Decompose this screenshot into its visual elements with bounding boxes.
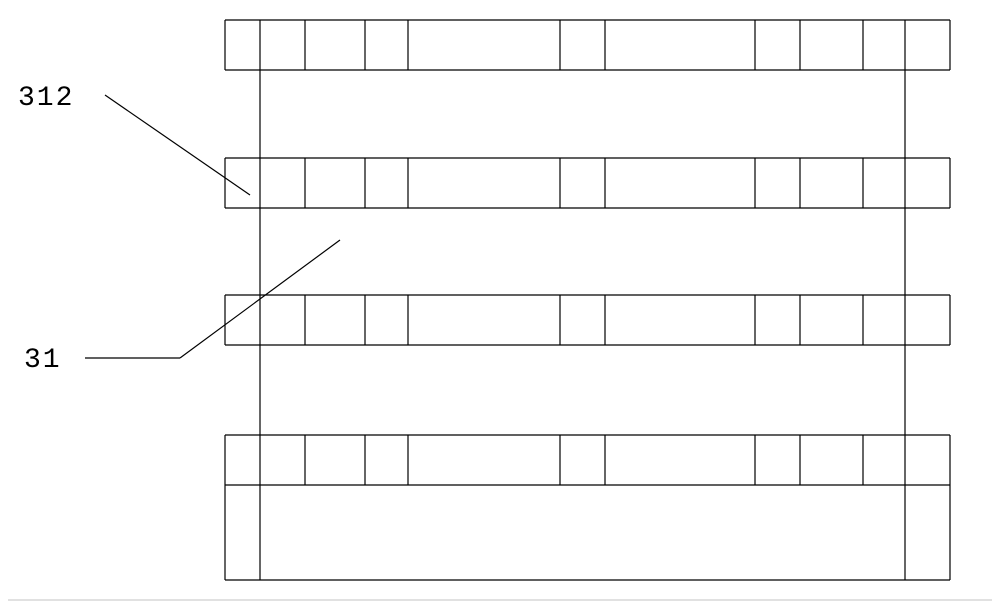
callout-leader-312 <box>105 95 250 195</box>
callout-label-312: 312 <box>18 83 74 114</box>
callout-label-31: 31 <box>24 345 62 376</box>
diagram-canvas: 312 31 <box>0 0 1000 609</box>
